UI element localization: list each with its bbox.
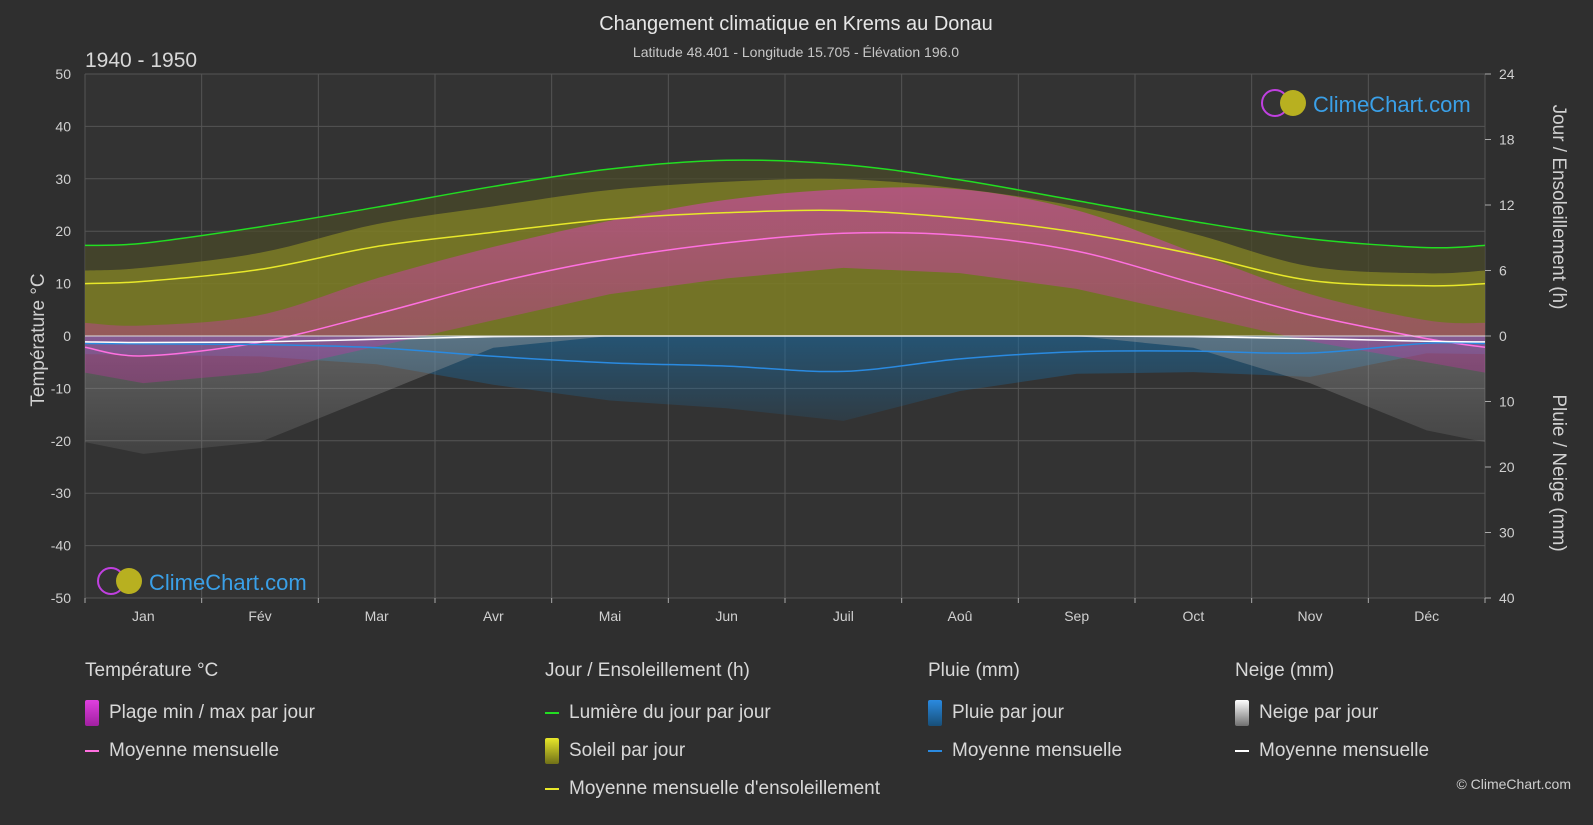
legend-snow-bars: Neige par jour (1235, 694, 1429, 732)
snow-area (85, 336, 1485, 454)
y-right-bottom-axis-label: Pluie / Neige (mm) (1548, 394, 1569, 551)
temp-mean-line (84, 231, 1486, 357)
legend-rain-label: Pluie par jour (952, 702, 1064, 723)
y-left-tick-label: 20 (55, 223, 71, 239)
x-tick-label: Jan (132, 608, 155, 624)
legend-temp-range-label: Plage min / max par jour (109, 702, 315, 723)
y-right-top-tick-label: 6 (1499, 263, 1507, 279)
y-right-bottom-tick-label: 10 (1499, 394, 1515, 410)
sunshine-mean-line (84, 209, 1486, 287)
x-tick-label: Juil (833, 608, 854, 624)
climate-chart: Changement climatique en Krems au Donau … (28, 13, 1569, 624)
y-right-top-tick-label: 18 (1499, 132, 1515, 148)
legend-sunshine-mean-label: Moyenne mensuelle d'ensoleillement (569, 778, 880, 799)
logo-sun-icon (1280, 90, 1306, 116)
y-left-tick-label: 10 (55, 276, 71, 292)
legend-temp-range: Plage min / max par jour (85, 694, 315, 732)
copyright: © ClimeChart.com (1456, 776, 1571, 792)
legend-temperature: Température °C Plage min / max par jour … (85, 660, 315, 770)
daylight-swatch (545, 712, 559, 714)
period-label: 1940 - 1950 (85, 49, 197, 72)
legend-temp-mean-label: Moyenne mensuelle (109, 740, 280, 761)
legend-temperature-title: Température °C (85, 660, 219, 681)
legend-sunshine: Soleil par jour (545, 732, 880, 770)
y-left-tick-label: -10 (51, 380, 71, 396)
axes: 50 40 30 20 10 0 -10 -20 -30 -40 -50 24 18 12 6 0 10 20 30… (51, 66, 1515, 624)
legend-sunshine-mean: Moyenne mensuelle d'ensoleillement (545, 770, 880, 808)
y-right-top-axis-label: Jour / Ensoleillement (h) (1548, 105, 1569, 310)
x-tick-label: Nov (1298, 608, 1323, 624)
y-right-bottom-tick-label: 40 (1499, 590, 1515, 606)
legend-rain-mean: Moyenne mensuelle (928, 732, 1122, 770)
legend-temp-mean: Moyenne mensuelle (85, 732, 315, 770)
x-tick-label: Mai (599, 608, 622, 624)
legend-sunshine-label: Soleil par jour (569, 740, 686, 761)
chart-subtitle: Latitude 48.401 - Longitude 15.705 - Élé… (633, 44, 959, 60)
watermark-bottom-text: ClimeChart.com (149, 570, 307, 595)
watermark-top: ClimeChart.com (1261, 89, 1471, 117)
y-left-tick-label: 0 (63, 328, 71, 344)
x-tick-label: Oct (1182, 608, 1204, 624)
x-tick-label: Fév (248, 608, 271, 624)
legend-daylight-label: Lumière du jour par jour (569, 702, 771, 723)
x-tick-label: Mar (365, 608, 389, 624)
y-right-top-tick-label: 12 (1499, 197, 1515, 213)
snow-mean-swatch (1235, 750, 1249, 752)
legend-snow-label: Neige par jour (1259, 702, 1379, 723)
legend-daylight-line: Lumière du jour par jour (545, 694, 880, 732)
x-tick-label: Sep (1064, 608, 1089, 624)
legend-daylight: Jour / Ensoleillement (h) Lumière du jou… (545, 660, 880, 808)
x-tick-label: Déc (1414, 608, 1439, 624)
sunshine-swatch (545, 738, 559, 764)
y-right-bottom-tick-label: 20 (1499, 459, 1515, 475)
y-left-tick-label: -50 (51, 590, 71, 606)
y-left-tick-label: -30 (51, 485, 71, 501)
y-left-tick-label: -20 (51, 433, 71, 449)
y-left-tick-label: 30 (55, 171, 71, 187)
watermark-bottom: ClimeChart.com (97, 567, 307, 595)
rain-swatch (928, 700, 942, 726)
legend-rain-title: Pluie (mm) (928, 660, 1020, 681)
temp-range-area (85, 187, 1485, 384)
temp-mean-swatch (85, 750, 99, 752)
legend-daylight-title: Jour / Ensoleillement (h) (545, 660, 750, 681)
logo-sun-icon (116, 568, 142, 594)
rain-mean-line (84, 341, 1486, 373)
y-left-tick-label: -40 (51, 538, 71, 554)
rain-mean-swatch (928, 750, 942, 752)
snow-swatch (1235, 700, 1249, 726)
x-tick-label: Aoû (948, 608, 973, 624)
y-left-tick-label: 50 (55, 66, 71, 82)
y-right-top-tick-label: 0 (1499, 328, 1507, 344)
x-tick-label: Jun (715, 608, 738, 624)
legend-rain-bars: Pluie par jour (928, 694, 1122, 732)
legend-rain: Pluie (mm) Pluie par jour Moyenne mensue… (928, 660, 1122, 770)
legend-snow: Neige (mm) Neige par jour Moyenne mensue… (1235, 660, 1429, 770)
temp-range-swatch (85, 700, 99, 726)
daylight-line (84, 159, 1486, 249)
y-right-bottom-tick-label: 30 (1499, 525, 1515, 541)
y-left-tick-label: 40 (55, 118, 71, 134)
x-tick-label: Avr (483, 608, 504, 624)
y-right-top-tick-label: 24 (1499, 66, 1515, 82)
watermark-top-text: ClimeChart.com (1313, 92, 1471, 117)
legend-snow-mean-label: Moyenne mensuelle (1259, 740, 1430, 761)
legend-snow-mean: Moyenne mensuelle (1235, 732, 1429, 770)
legend-snow-title: Neige (mm) (1235, 660, 1335, 681)
y-left-axis-label: Température °C (28, 273, 49, 406)
data-layer (84, 159, 1486, 454)
chart-title: Changement climatique en Krems au Donau (599, 13, 993, 35)
sunshine-mean-swatch (545, 788, 559, 790)
legend-rain-mean-label: Moyenne mensuelle (952, 740, 1123, 761)
